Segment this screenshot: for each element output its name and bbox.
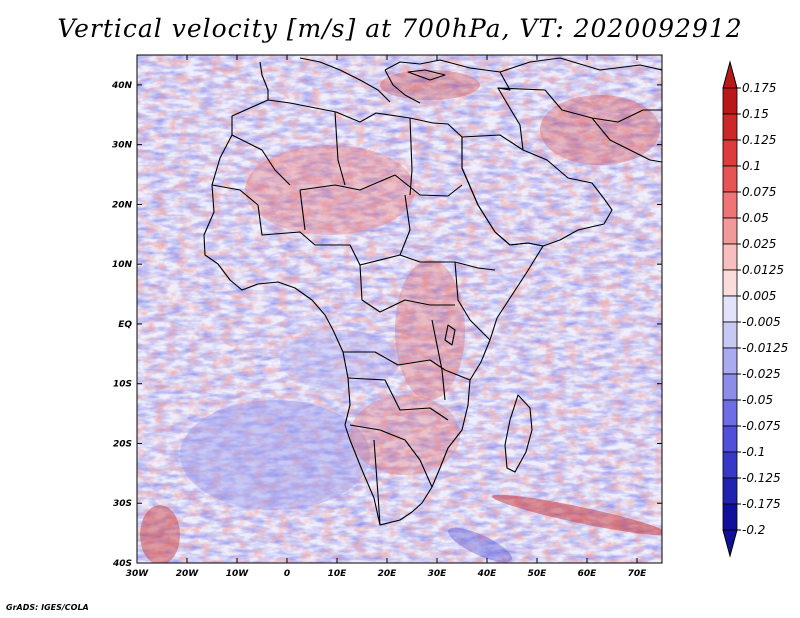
colorbar: 0.175 0.15 0.125 0.1 0.075 0.05 0.025 0.0125 0.0… <box>722 60 788 558</box>
lat-tick-label: 40S <box>112 559 132 569</box>
colorbar-label: 0.175 <box>742 81 776 95</box>
lon-tick-label: 70E <box>628 569 648 579</box>
colorbar-swatch <box>722 113 738 141</box>
lon-tick-label: 10W <box>226 569 250 579</box>
lat-tick-label: 10S <box>113 380 132 390</box>
colorbar-label: 0.1 <box>742 159 761 173</box>
colorbar-swatch <box>722 503 738 531</box>
colorbar-label: -0.2 <box>742 523 765 537</box>
colorbar-swatch <box>722 139 738 167</box>
colorbar-label: -0.075 <box>742 419 781 433</box>
colorbar-swatch <box>722 477 738 505</box>
colorbar-label: 0.125 <box>742 133 776 147</box>
lon-tick-label: 30E <box>428 569 448 579</box>
lat-tick-label: 10N <box>112 260 133 270</box>
colorbar-swatch <box>722 269 738 297</box>
lon-tick-label: 40E <box>477 569 498 579</box>
lat-tick-label: 30N <box>112 141 133 151</box>
colorbar-label: 0.0125 <box>742 263 784 277</box>
colorbar-label: -0.175 <box>742 497 781 511</box>
lat-tick-label: EQ <box>118 320 132 330</box>
colorbar-swatch <box>722 87 738 115</box>
colorbar-swatch <box>722 217 738 245</box>
colorbar-swatch <box>722 399 738 427</box>
colorbar-label: -0.025 <box>742 367 781 381</box>
map-title: Vertical velocity [m/s] at 700hPa, VT: 2… <box>57 14 743 43</box>
lon-tick-label: 20E <box>378 569 398 579</box>
lon-tick-label: 0 <box>284 569 290 579</box>
colorbar-label: 0.005 <box>742 289 776 303</box>
colorbar-swatch <box>722 321 738 349</box>
colorbar-label: -0.0125 <box>742 341 788 355</box>
colorbar-min-arrow <box>722 529 738 558</box>
colorbar-swatch <box>722 373 738 401</box>
colorbar-label: -0.005 <box>742 315 781 329</box>
colorbar-swatch <box>722 425 738 453</box>
colorbar-swatch <box>722 295 738 323</box>
map-frame <box>136 54 663 564</box>
colorbar-swatch <box>722 243 738 271</box>
colorbar-swatch <box>722 191 738 219</box>
colorbar-label: -0.125 <box>742 471 781 485</box>
colorbar-label: 0.15 <box>742 107 769 121</box>
coastline-layer <box>203 57 662 526</box>
lon-tick-label: 60E <box>578 569 598 579</box>
colorbar-label: 0.05 <box>742 211 769 225</box>
colorbar-label: -0.1 <box>742 445 765 459</box>
lat-tick-label: 30S <box>113 499 132 509</box>
colorbar-label: 0.075 <box>742 185 776 199</box>
lon-tick-label: 20W <box>176 569 200 579</box>
lat-tick-label: 40N <box>111 81 133 91</box>
lat-tick-label: 20N <box>112 200 133 210</box>
colorbar-label: -0.05 <box>742 393 773 407</box>
colorbar-label: 0.025 <box>742 237 776 251</box>
grads-credit: GrADS: IGES/COLA <box>6 603 89 612</box>
colorbar-swatch <box>722 165 738 193</box>
lon-tick-label: 50E <box>528 569 548 579</box>
lon-tick-label: 30W <box>126 569 150 579</box>
colorbar-swatch <box>722 347 738 375</box>
field-layer <box>137 55 662 563</box>
colorbar-swatch <box>722 451 738 479</box>
lon-tick-label: 10E <box>328 569 348 579</box>
colorbar-max-arrow <box>722 60 738 89</box>
lat-tick-label: 20S <box>113 439 132 449</box>
